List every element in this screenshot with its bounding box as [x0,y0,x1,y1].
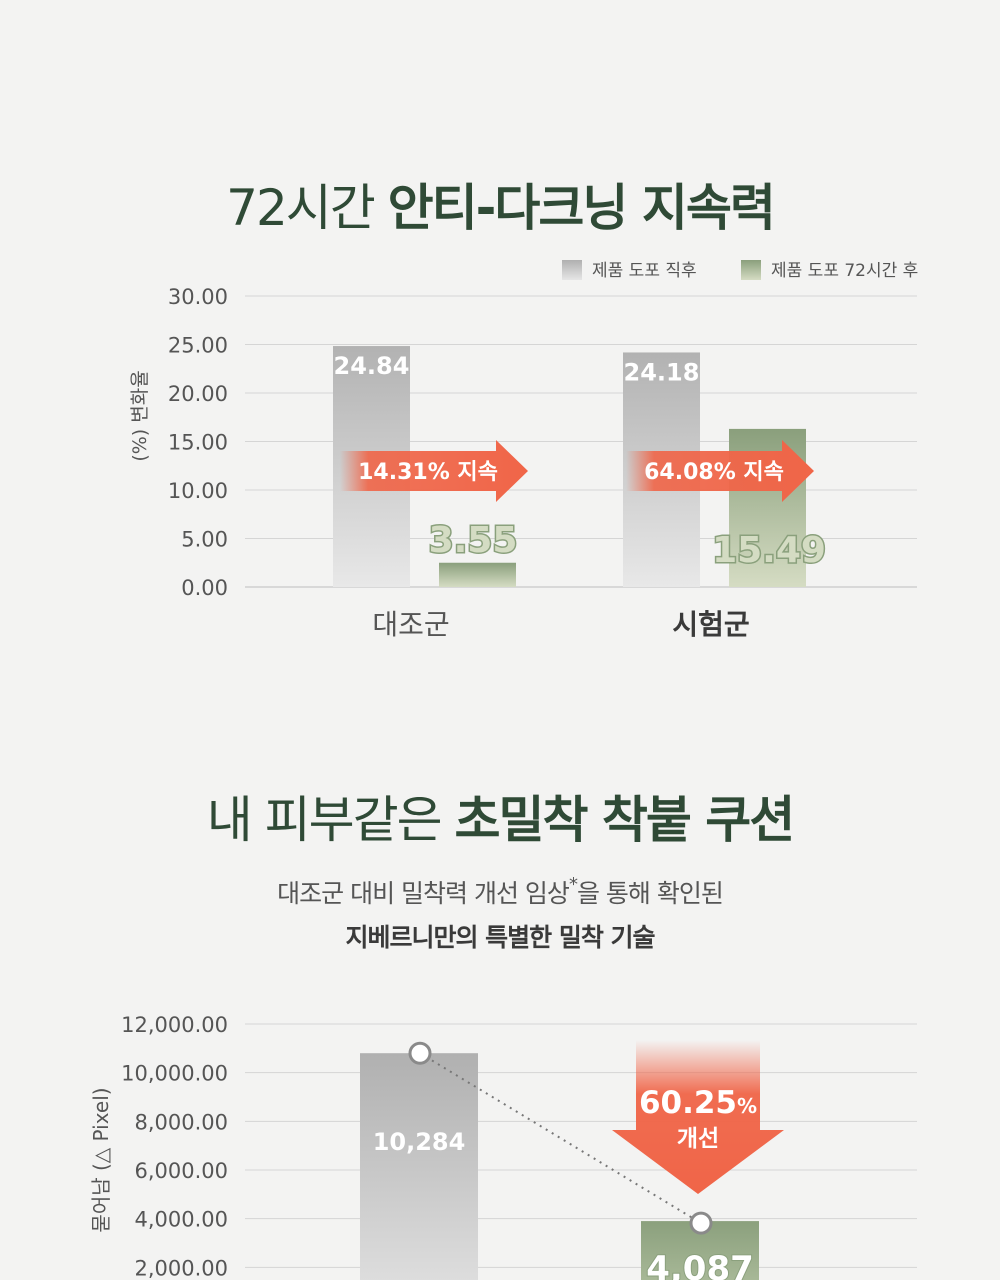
bar-value-label: 24.84 [334,352,410,380]
bar-value-label: 4,087 [646,1249,754,1280]
y-tick-label: 2,000.00 [134,1256,228,1280]
improvement-label: 개선 [677,1126,719,1152]
arrow-annotation: 64.08% 지속 [644,460,784,485]
bar-green [439,562,516,587]
legend-label: 제품 도포 72시간 후 [771,261,918,281]
y-tick-label: 10,000.00 [121,1062,228,1086]
bar-value-label: 3.55 [429,520,518,561]
legend-swatch-green [741,260,761,280]
y-tick-label: 6,000.00 [134,1159,228,1183]
bar [360,1053,478,1280]
y-axis-label: 묻어남 (△ Pixel) [89,1087,113,1232]
category-label: 대조군 [372,608,449,641]
y-tick-label: 0.00 [181,576,228,600]
legend-swatch-gray [562,260,582,280]
y-tick-label: 10.00 [168,479,228,503]
point-marker [408,1041,432,1065]
y-tick-label: 15.00 [168,431,228,455]
improvement-pct: 60.25% [639,1085,757,1121]
y-tick-label: 30.00 [168,285,228,309]
bar-value-label: 15.49 [712,530,826,571]
bar-value-label: 10,284 [373,1128,466,1156]
section2-subtitle-line2: 지베르니만의 특별한 밀착 기술 [345,923,655,952]
arrow-marker [340,440,528,502]
bar-value-label: 24.18 [624,358,700,386]
arrow-down-marker [612,1040,784,1194]
trend-line [419,1052,702,1224]
y-tick-label: 12,000.00 [121,1013,228,1037]
arrow-annotation: 14.31% 지속 [358,460,498,485]
section1-title: 72시간 안티-다크닝 지속력 [226,179,776,237]
legend-label: 제품 도포 직후 [592,261,697,281]
arrow-marker [626,440,814,502]
category-label: 시험군 [672,608,749,641]
y-tick-label: 8,000.00 [134,1110,228,1134]
section2-title: 내 피부같은 초밀착 착붙 쿠션 [206,791,796,849]
y-tick-label: 20.00 [168,382,228,406]
y-axis-label: (%) 변화율 [129,370,151,461]
section2-subtitle-line1: 대조군 대비 밀착력 개선 임상*을 통해 확인된 [277,874,724,908]
chart-anti-darkening: 0.00 5.00 10.00 15.00 20.00 25.00 30.00 (%) 변화율… [129,260,918,641]
y-tick-label: 25.00 [168,334,228,358]
y-tick-label: 5.00 [181,528,228,552]
point-marker [689,1211,713,1235]
y-tick-label: 4,000.00 [134,1208,228,1232]
